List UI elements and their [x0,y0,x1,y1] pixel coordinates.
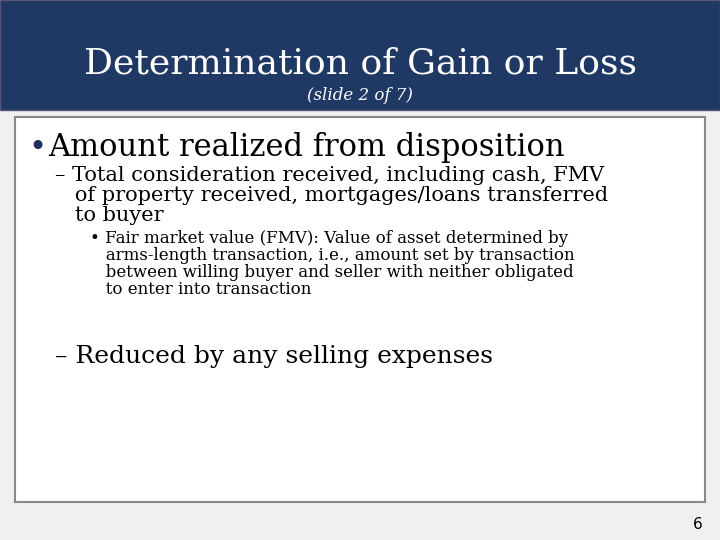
Text: arms-length transaction, i.e., amount set by transaction: arms-length transaction, i.e., amount se… [90,247,575,264]
Text: Determination of Gain or Loss: Determination of Gain or Loss [84,47,636,81]
FancyBboxPatch shape [0,0,720,110]
Text: between willing buyer and seller with neither obligated: between willing buyer and seller with ne… [90,264,574,281]
Text: Amount realized from disposition: Amount realized from disposition [48,132,564,163]
Text: (slide 2 of 7): (slide 2 of 7) [307,86,413,104]
Text: 6: 6 [693,517,703,532]
FancyBboxPatch shape [15,117,705,502]
Text: to enter into transaction: to enter into transaction [90,281,311,298]
Text: of property received, mortgages/loans transferred: of property received, mortgages/loans tr… [55,186,608,205]
Text: – Total consideration received, including cash, FMV: – Total consideration received, includin… [55,166,604,185]
Text: to buyer: to buyer [55,206,163,225]
Text: • Fair market value (FMV): Value of asset determined by: • Fair market value (FMV): Value of asse… [90,230,568,247]
Text: •: • [28,133,46,164]
Text: – Reduced by any selling expenses: – Reduced by any selling expenses [55,345,493,368]
